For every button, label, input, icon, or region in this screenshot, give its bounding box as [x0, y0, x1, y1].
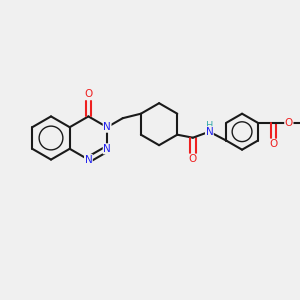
Text: N: N [103, 122, 111, 132]
Text: O: O [285, 118, 293, 128]
Text: N: N [206, 127, 213, 137]
Text: O: O [84, 89, 92, 99]
Text: O: O [269, 139, 278, 149]
Text: N: N [85, 154, 92, 165]
Text: N: N [103, 144, 111, 154]
Text: O: O [189, 154, 197, 164]
Text: H: H [206, 121, 213, 131]
